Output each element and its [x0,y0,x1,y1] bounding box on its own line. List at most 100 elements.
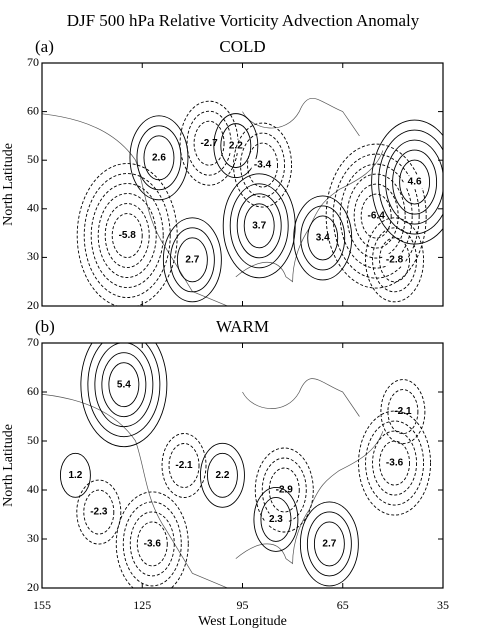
contour-line [83,173,171,298]
contour-line [372,227,417,293]
panel-label: (a) [35,37,54,56]
figure-title: DJF 500 hPa Relative Vorticity Advection… [67,11,420,30]
contour-line [236,193,282,259]
contour-line [325,143,427,289]
y-tick-label: 50 [27,152,39,166]
contour-label: 2.7 [185,254,199,265]
contour-label: 2.2 [215,470,229,481]
contour-label: -3.4 [254,160,272,171]
contour-line [199,442,245,508]
contour-line [129,115,189,201]
y-tick-label: 20 [27,298,39,312]
contour-line [176,237,208,283]
contour-line [268,467,300,513]
label-bg [365,210,388,223]
label-bg [403,176,426,189]
x-tick-label: 155 [33,598,51,612]
coastline [42,98,384,306]
x-tick-label: 125 [133,598,151,612]
panel-title: WARM [216,317,269,336]
contour-line [59,452,91,498]
contour-line [97,193,157,278]
y-tick-label: 70 [27,335,39,349]
contour-line [332,153,420,279]
label-bg [147,151,170,164]
contour-line [108,362,140,408]
y-axis-label: North Latitude [1,143,16,226]
contour-line [392,149,438,215]
x-tick-label: 95 [237,598,249,612]
contour-label: -2.3 [90,507,108,518]
contour-label: -2.1 [394,406,412,417]
y-tick-label: 60 [27,103,39,117]
label-bg [383,253,406,266]
contour-line [378,129,443,235]
contour-label: 2.3 [269,514,283,525]
x-axis-label: West Longitude [198,614,287,629]
contour-line [358,410,431,516]
label-bg [181,253,204,266]
contour-line [111,213,143,258]
contour-line [385,139,443,225]
contour-line [254,447,314,533]
contour-label: 4.6 [408,177,422,188]
contour-label: -5.8 [119,230,137,241]
contour-line [353,183,399,249]
x-tick-label: 65 [337,598,349,612]
contour-line [372,430,417,496]
contour-line [229,183,289,269]
contour-label: 3.4 [316,233,330,244]
contour-line [213,113,259,179]
contour-line [115,491,189,588]
contour-line [300,205,346,271]
label-bg [391,405,414,418]
contour-label: 3.7 [252,220,266,231]
plot-frame [41,62,444,307]
label-bg [141,537,164,550]
contour-label: 1.2 [68,470,82,481]
contour-line [379,440,410,486]
y-tick-label: 30 [27,249,39,263]
label-bg [64,469,87,482]
label-bg [211,469,234,482]
contour-label: -3.6 [386,458,404,469]
y-tick-label: 30 [27,531,39,545]
contour-line [380,379,426,445]
contour-line [76,479,122,545]
contour-line [193,120,225,166]
contour-line [253,486,299,552]
contour-label: -2.7 [200,138,218,149]
y-axis-label: North Latitude [1,424,16,507]
contour-field [42,343,431,588]
contour-label: -3.6 [144,539,162,550]
contour-line [162,217,222,303]
contour-line [90,183,164,288]
contour-line [94,343,154,428]
label-bg [251,159,274,172]
contour-line [260,496,292,542]
coastline [42,378,384,588]
label-bg [87,506,110,519]
label-bg [248,219,271,232]
contour-label: -2.8 [386,254,404,265]
contour-line [136,125,182,191]
contour-line [80,343,168,448]
label-bg [224,139,247,152]
y-tick-label: 70 [27,55,39,69]
contour-line [243,203,275,249]
contour-line [206,452,238,498]
label-bg [173,459,196,472]
contour-line [87,343,161,438]
contour-label: 2.7 [322,539,336,550]
contour-line [307,215,339,261]
contour-label: 2.2 [229,140,243,151]
contour-line [387,389,419,435]
contour-line [76,163,178,306]
contour-line [365,217,424,303]
contour-line [104,203,150,268]
contour-label: -2.9 [276,485,294,496]
label-bg [383,457,406,470]
contour-label: 2.6 [152,152,166,163]
y-tick-label: 50 [27,433,39,447]
